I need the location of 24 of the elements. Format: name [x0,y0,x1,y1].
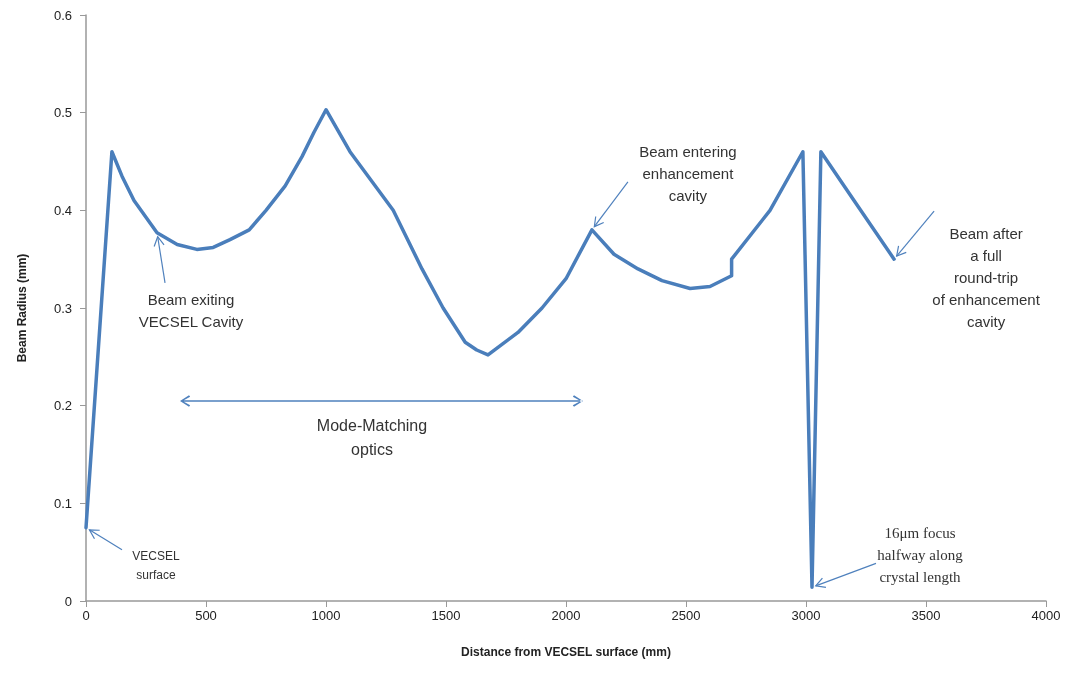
y-tick-label: 0.6 [53,7,72,23]
x-tick-label: 1500 [431,608,461,623]
x-tick-label: 1000 [311,608,341,623]
annotation: Beam entering enhancement cavity [639,143,737,205]
y-tick-label: 0.5 [53,105,72,121]
x-tick-label: 0 [82,608,90,623]
x-tick-label: 500 [195,608,217,623]
x-tick-label: 3500 [911,608,941,623]
x-tick-label: 2000 [551,608,581,623]
y-tick-label: 0.4 [53,202,72,218]
x-tick-label: 4000 [1031,608,1061,623]
y-axis-title: Beam Radius (mm) [15,253,29,363]
annotation: Beam exiting VECSEL Cavity [138,291,244,331]
x-tick-label: 3000 [791,608,821,623]
y-tick-label: 0 [64,593,72,609]
annotation: Beam after a full round-trip of enhancement cavity [932,224,1041,330]
y-tick-label: 0.3 [53,300,72,316]
annotation: 16μm focus halfway along crystal length [877,525,964,586]
y-tick-label: 0.2 [53,398,72,414]
x-axis-title: Distance from VECSEL surface (mm) [461,645,671,659]
annotation: VECSEL surface [132,549,180,583]
y-tick-label: 0.1 [53,495,72,511]
x-tick-label: 2500 [671,608,701,623]
annotation: Mode-Matching optics [316,416,428,458]
